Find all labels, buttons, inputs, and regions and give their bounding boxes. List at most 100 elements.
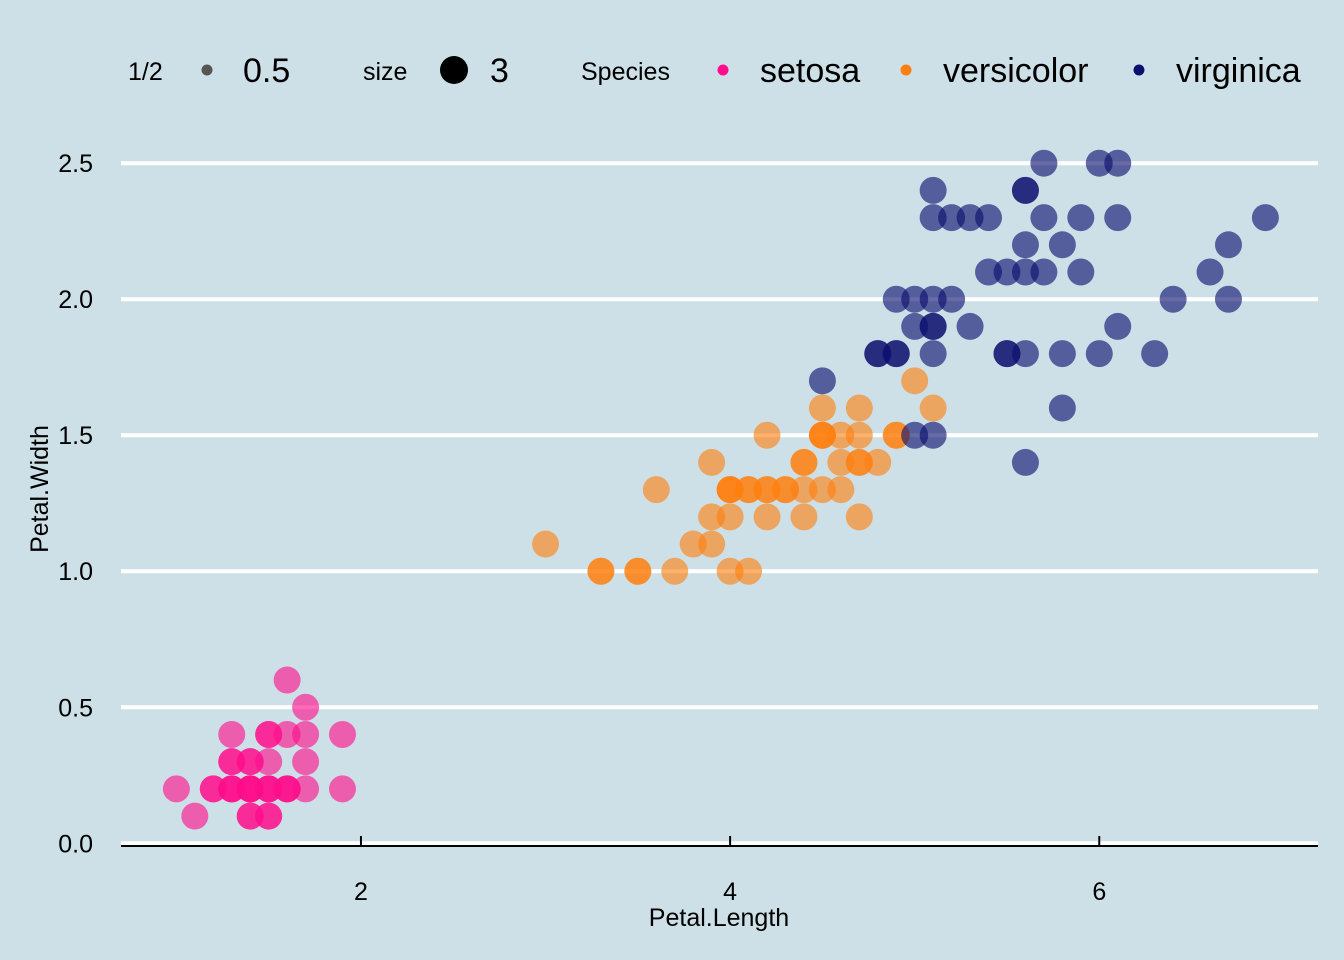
point-virginica-9 [919,421,947,449]
point-versicolor-6 [661,557,689,585]
x-tick-label-6: 6 [1092,878,1106,906]
point-virginica-21 [975,204,1003,232]
point-setosa-29 [273,720,301,748]
point-virginica-0 [808,367,836,395]
point-virginica-31 [1030,258,1058,286]
point-setosa-33 [292,720,320,748]
point-virginica-16 [938,285,966,313]
point-virginica-18 [956,312,984,340]
point-virginica-28 [1011,231,1039,259]
point-versicolor-37 [845,503,873,531]
point-setosa-19 [255,802,283,830]
point-versicolor-45 [901,367,929,395]
point-versicolor-28 [790,448,818,476]
point-virginica-20 [975,258,1003,286]
point-versicolor-41 [845,394,873,422]
point-virginica-34 [1048,394,1076,422]
point-versicolor-18 [735,476,763,504]
point-setosa-0 [162,775,190,803]
point-virginica-27 [1011,258,1039,286]
legend-species-title: Species [581,58,670,86]
series-versicolor [532,367,947,585]
point-versicolor-25 [790,503,818,531]
legend-size-label: 3 [490,52,509,90]
point-setosa-11 [236,802,264,830]
y-tick-label-1.0: 1.0 [58,558,93,586]
point-virginica-46 [1196,258,1224,286]
point-setosa-15 [236,775,264,803]
point-virginica-32 [1030,204,1058,232]
point-versicolor-11 [716,557,744,585]
point-setosa-3 [199,775,227,803]
point-setosa-23 [255,748,283,776]
point-virginica-14 [919,204,947,232]
x-axis-title: Petal.Length [649,904,789,932]
point-virginica-8 [901,285,929,313]
point-versicolor-2 [587,557,615,585]
point-versicolor-10 [698,448,726,476]
y-tick-label-2.5: 2.5 [58,150,93,178]
point-versicolor-8 [698,530,726,558]
point-virginica-4 [882,340,910,368]
legend-setosa-label: setosa [760,52,860,90]
y-tick-label-0.0: 0.0 [58,830,93,858]
point-setosa-25 [255,720,283,748]
point-setosa-35 [328,775,356,803]
point-setosa-34 [292,693,320,721]
point-versicolor-42 [864,448,892,476]
point-versicolor-15 [716,476,744,504]
point-virginica-39 [1085,340,1113,368]
point-setosa-28 [273,775,301,803]
series-setosa [162,666,356,830]
point-virginica-36 [1048,231,1076,259]
y-tick-label-2.0: 2.0 [58,286,93,314]
point-virginica-5 [882,285,910,313]
point-setosa-36 [328,720,356,748]
legend: 1/2 0.5 size 3 Species setosa versicolor… [128,52,1301,90]
point-virginica-26 [1011,340,1039,368]
point-virginica-33 [1030,149,1058,177]
point-setosa-9 [218,720,246,748]
y-axis-title: Petal.Width [26,425,54,553]
point-versicolor-7 [679,530,707,558]
point-virginica-19 [956,204,984,232]
point-virginica-45 [1159,285,1187,313]
point-virginica-38 [1067,204,1095,232]
point-virginica-13 [919,285,947,313]
legend-virginica-key [1133,64,1145,76]
point-virginica-43 [1104,149,1132,177]
point-setosa-8 [218,748,246,776]
point-virginica-2 [864,340,892,368]
point-setosa-6 [218,775,246,803]
point-versicolor-29 [808,476,836,504]
legend-versicolor-key [900,64,912,76]
point-versicolor-16 [735,557,763,585]
x-tick-label-2: 2 [354,878,368,906]
point-versicolor-0 [532,530,560,558]
point-virginica-49 [1251,204,1279,232]
point-virginica-40 [1085,149,1113,177]
point-virginica-23 [993,340,1021,368]
point-versicolor-32 [808,421,836,449]
point-virginica-24 [993,258,1021,286]
point-versicolor-4 [624,557,652,585]
point-virginica-12 [919,312,947,340]
point-setosa-32 [292,748,320,776]
point-versicolor-22 [753,421,781,449]
point-virginica-37 [1067,258,1095,286]
x-tick-label-4: 4 [723,878,737,906]
point-versicolor-46 [919,394,947,422]
point-virginica-41 [1104,312,1132,340]
legend-size-key [440,56,468,84]
point-setosa-31 [292,775,320,803]
legend-versicolor-label: versicolor [943,52,1088,90]
legend-virginica-label: virginica [1176,52,1301,90]
point-versicolor-19 [753,503,781,531]
point-versicolor-26 [790,476,818,504]
series-virginica [808,149,1279,476]
point-versicolor-9 [698,503,726,531]
point-versicolor-40 [845,421,873,449]
legend-alpha-title: 1/2 [128,58,163,86]
point-versicolor-35 [827,448,855,476]
